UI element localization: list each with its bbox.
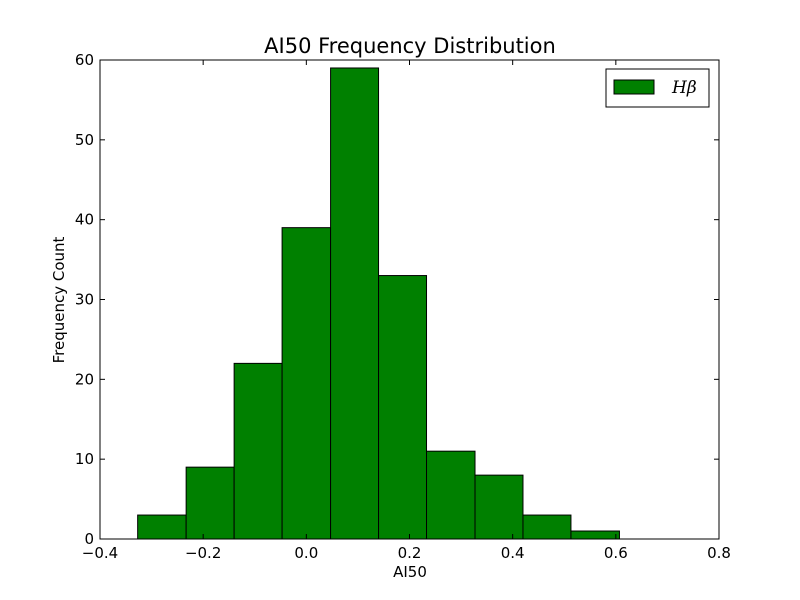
histogram-bar: [185, 466, 235, 540]
histogram-bar: [137, 514, 187, 540]
histogram-bar: [426, 450, 476, 540]
y-tick-label: 50: [75, 131, 94, 149]
legend-swatch: [613, 79, 655, 95]
y-tick-label: 0: [84, 530, 94, 548]
histogram-bar: [330, 67, 380, 540]
y-axis-label: Frequency Count: [50, 236, 68, 363]
x-tick-label: −0.4: [82, 544, 118, 562]
legend: Hβ: [605, 68, 710, 108]
y-tick-labels: 0 10 20 30 40 50 60: [75, 51, 94, 548]
x-tick-label: 0.2: [398, 544, 422, 562]
y-tick-label: 30: [75, 291, 94, 309]
y-tick-label: 20: [75, 370, 94, 388]
legend-label: Hβ: [671, 78, 697, 98]
x-tick-label: 0.8: [707, 544, 731, 562]
histogram-bar: [281, 227, 332, 540]
y-tick-label: 10: [75, 450, 94, 468]
histogram-bar: [474, 474, 524, 540]
histogram-bar: [233, 362, 283, 540]
x-axis-label: AI50: [393, 563, 427, 581]
bars-layer: [137, 67, 620, 540]
y-tick-label: 40: [75, 211, 94, 229]
histogram-bar: [522, 514, 572, 540]
histogram-bar: [570, 530, 620, 540]
chart-title: AI50 Frequency Distribution: [264, 34, 556, 58]
histogram-bar: [378, 275, 428, 540]
x-tick-label: −0.2: [185, 544, 221, 562]
x-tick-labels: −0.4 −0.2 0.0 0.2 0.4 0.6 0.8: [82, 544, 731, 562]
y-tick-label: 60: [75, 51, 94, 69]
plot-frame: [99, 59, 720, 540]
x-tick-label: 0.0: [294, 544, 318, 562]
x-tick-label: 0.6: [604, 544, 628, 562]
x-tick-label: 0.4: [501, 544, 525, 562]
